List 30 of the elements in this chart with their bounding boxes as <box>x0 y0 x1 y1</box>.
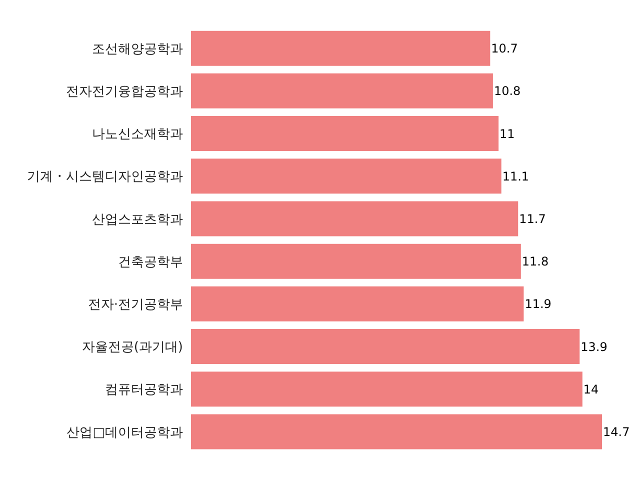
y-tick-label: 전자·전기공학부 <box>88 298 183 313</box>
bar <box>191 244 521 279</box>
y-tick-label: 산업스포츠학과 <box>92 212 183 228</box>
bar <box>191 286 524 322</box>
data-label: 13.9 <box>580 340 608 354</box>
data-label: 11.7 <box>519 212 546 226</box>
data-label: 14.7 <box>603 424 630 439</box>
data-label: 10.8 <box>494 84 521 98</box>
data-label: 11.8 <box>522 254 549 269</box>
y-tick-label: 컴퓨터공학과 <box>105 382 183 398</box>
data-label: 11.9 <box>524 297 552 312</box>
bar <box>191 372 582 407</box>
y-tick-label: 나노신소재학과 <box>92 127 183 142</box>
data-label: 11 <box>500 126 515 141</box>
data-label: 10.7 <box>491 42 518 56</box>
data-label: 11.1 <box>502 169 530 184</box>
y-tick-label: 건축공학부 <box>118 254 183 270</box>
bar <box>191 158 502 194</box>
y-tick-label: 산업□데이터공학과 <box>66 425 183 440</box>
y-tick-label: 기계・시스템디자인공학과 <box>27 170 183 185</box>
data-label: 14 <box>583 382 599 396</box>
y-tick-label: 조선해양공학과 <box>92 42 183 57</box>
bar <box>191 329 580 364</box>
bar <box>191 116 499 152</box>
bar <box>191 414 602 450</box>
bar <box>191 73 493 108</box>
y-tick-label: 자율전공(과기대) <box>82 340 183 356</box>
bar <box>191 30 490 66</box>
bar <box>191 201 518 236</box>
y-tick-label: 전자전기융합공학과 <box>66 84 183 100</box>
